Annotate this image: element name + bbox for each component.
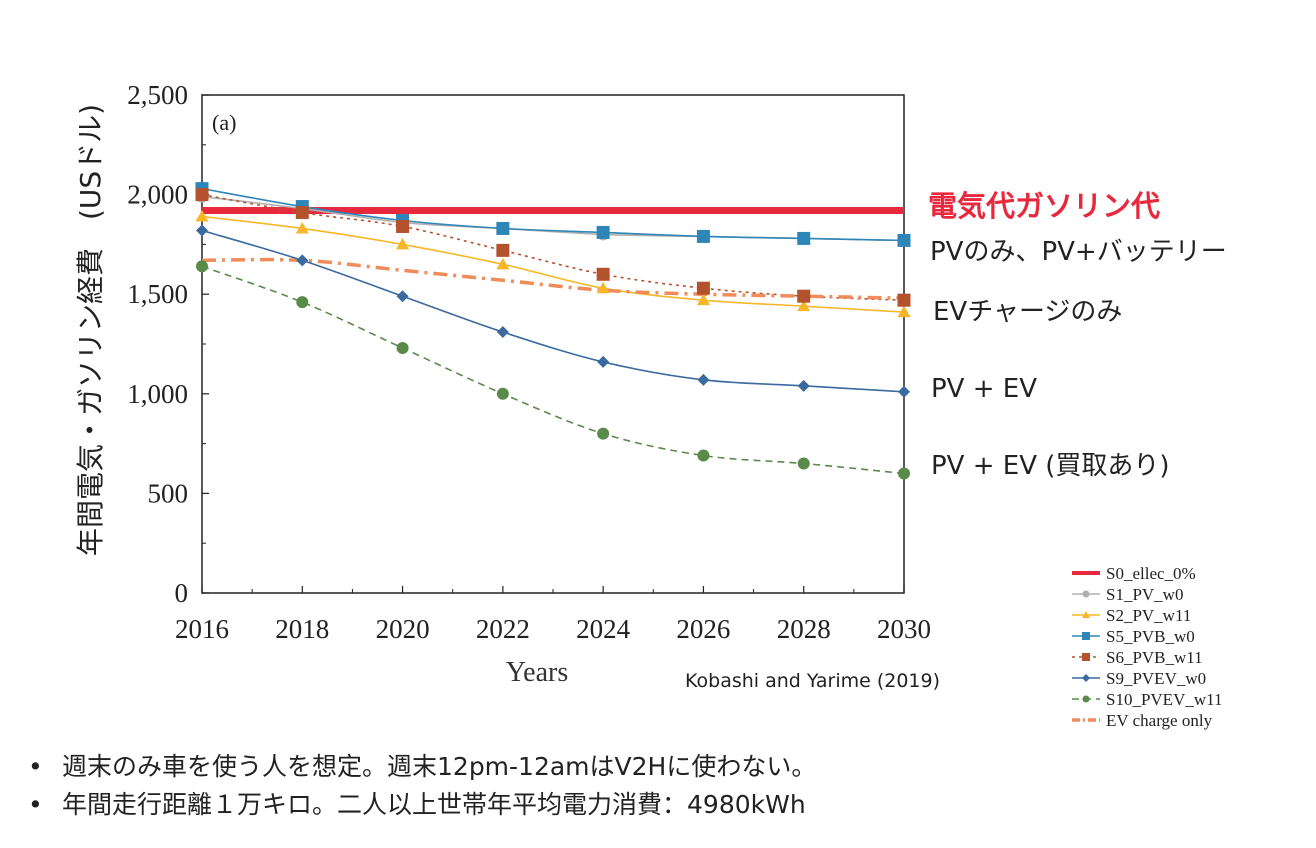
data-point-s10-pvev-w11 (797, 457, 810, 470)
data-point-s2-pv-w11 (195, 210, 209, 222)
source-citation: Kobashi and Yarime (2019) (685, 670, 940, 692)
data-point-s5-pvb-w0 (897, 233, 911, 247)
legend-marker (1082, 695, 1090, 703)
x-tick-label: 2024 (576, 614, 631, 644)
series-line-ev-charge-only (201, 257, 905, 300)
notes-list: • 週末のみ車を使う人を想定。週末12pm-12amはV2Hに使わない。 • 年間走… (28, 748, 816, 824)
x-tick-label: 2016 (175, 614, 229, 644)
legend-marker (1082, 590, 1090, 598)
legend-marker (1082, 653, 1090, 661)
y-axis-label: 年間電気・ガソリン経費 (USドル) (74, 104, 107, 556)
data-point-s10-pvev-w11 (296, 296, 309, 309)
x-tick-label: 2028 (777, 614, 831, 644)
y-tick-label: 1,500 (127, 279, 188, 309)
data-point-s6-pvb-w11 (195, 188, 209, 202)
plot-frame (201, 94, 905, 594)
data-point-s10-pvev-w11 (597, 427, 610, 440)
legend-label-s2-pv-w11: S2_PV_w11 (1106, 606, 1191, 625)
series-annotation: EVチャージのみ (933, 297, 1122, 327)
legend-label-s9-pvev-w0: S9_PVEV_w0 (1106, 669, 1206, 688)
data-point-s6-pvb-w11 (396, 219, 410, 233)
data-point-s10-pvev-w11 (196, 260, 208, 273)
y-tick-label: 0 (175, 578, 189, 608)
data-point-s5-pvb-w0 (496, 221, 510, 235)
y-tick-label: 500 (148, 478, 189, 508)
data-point-s5-pvb-w0 (596, 225, 610, 239)
data-point-s2-pv-w11 (897, 305, 911, 318)
data-point-s6-pvb-w11 (797, 289, 811, 303)
data-point-s10-pvev-w11 (898, 467, 910, 480)
bullet-icon: • (28, 752, 43, 781)
x-tick-label: 2020 (376, 614, 430, 644)
data-point-s2-pv-w11 (797, 299, 811, 312)
legend-label-s5-pvb-w0: S5_PVB_w0 (1106, 627, 1195, 646)
y-tick-label: 1,000 (127, 379, 188, 409)
series-line-s6-pvb-w11 (201, 193, 905, 301)
data-point-s9-pvev-w0 (898, 385, 910, 398)
data-point-s5-pvb-w0 (696, 229, 710, 243)
data-point-s9-pvev-w0 (496, 326, 509, 339)
x-tick-label: 2030 (877, 614, 931, 644)
data-point-s6-pvb-w11 (897, 293, 911, 307)
data-point-s6-pvb-w11 (496, 243, 510, 257)
series-line-s2-pv-w11 (201, 215, 905, 313)
x-tick-label: 2018 (275, 614, 329, 644)
series-annotation: PV + EV (931, 374, 1037, 404)
bullet-icon: • (28, 790, 43, 819)
data-point-s2-pv-w11 (596, 281, 610, 294)
legend-label-ev-charge-only: EV charge only (1106, 711, 1213, 730)
data-point-s10-pvev-w11 (697, 449, 710, 462)
series-line-s10-pvev-w11 (201, 265, 905, 475)
data-point-s2-pv-w11 (496, 257, 510, 270)
data-point-s2-pv-w11 (295, 221, 309, 234)
note-text: 週末のみ車を使う人を想定。週末12pm-12amはV2Hに使わない。 (62, 752, 817, 781)
note-item: • 週末のみ車を使う人を想定。週末12pm-12amはV2Hに使わない。 (28, 748, 816, 786)
line-chart: 0 500 1,000 1,500 2,000 2,500 2016 2018 2020 202… (74, 80, 1227, 730)
series-line-s5-pvb-w0 (201, 187, 905, 242)
data-point-s6-pvb-w11 (295, 206, 309, 220)
legend-label-s6-pvb-w11: S6_PVB_w11 (1106, 648, 1203, 667)
legend-marker (1082, 674, 1090, 682)
series-line-s9-pvev-w0 (201, 229, 905, 393)
series-annotation: PV + EV (買取あり) (931, 451, 1170, 481)
data-point-s9-pvev-w0 (396, 290, 409, 303)
y-tick-label: 2,000 (127, 180, 188, 210)
legend-marker (1082, 632, 1090, 640)
data-point-s6-pvb-w11 (596, 267, 610, 281)
data-point-s9-pvev-w0 (597, 355, 610, 368)
data-point-s10-pvev-w11 (396, 341, 409, 354)
legend-label-s0-ellec-0: S0_ellec_0% (1106, 564, 1196, 583)
data-point-s9-pvev-w0 (296, 254, 309, 267)
data-point-s9-pvev-w0 (797, 379, 810, 392)
legend-label-s1-pv-w0: S1_PV_w0 (1106, 585, 1183, 604)
note-text: 年間走行距離１万キロ。二人以上世帯年平均電力消費：4980kWh (62, 790, 806, 819)
data-point-s10-pvev-w11 (496, 387, 509, 400)
data-point-s2-pv-w11 (696, 293, 710, 306)
note-item: • 年間走行距離１万キロ。二人以上世帯年平均電力消費：4980kWh (28, 786, 816, 824)
series-annotation: PVのみ、PV+バッテリー (930, 237, 1227, 267)
x-tick-label: 2026 (676, 614, 730, 644)
data-point-s9-pvev-w0 (196, 224, 208, 237)
panel-label: (a) (212, 110, 236, 135)
legend-label-s10-pvev-w11: S10_PVEV_w11 (1106, 690, 1223, 709)
x-tick-label: 2022 (476, 614, 530, 644)
data-point-s5-pvb-w0 (797, 231, 811, 245)
series-annotation: 電気代ガソリン代 (928, 189, 1160, 223)
x-axis-label: Years (506, 657, 569, 688)
data-point-s2-pv-w11 (396, 237, 410, 250)
legend-marker (1082, 611, 1090, 618)
data-point-s6-pvb-w11 (696, 281, 710, 295)
data-point-s9-pvev-w0 (697, 373, 710, 386)
y-tick-label: 2,500 (127, 80, 188, 110)
